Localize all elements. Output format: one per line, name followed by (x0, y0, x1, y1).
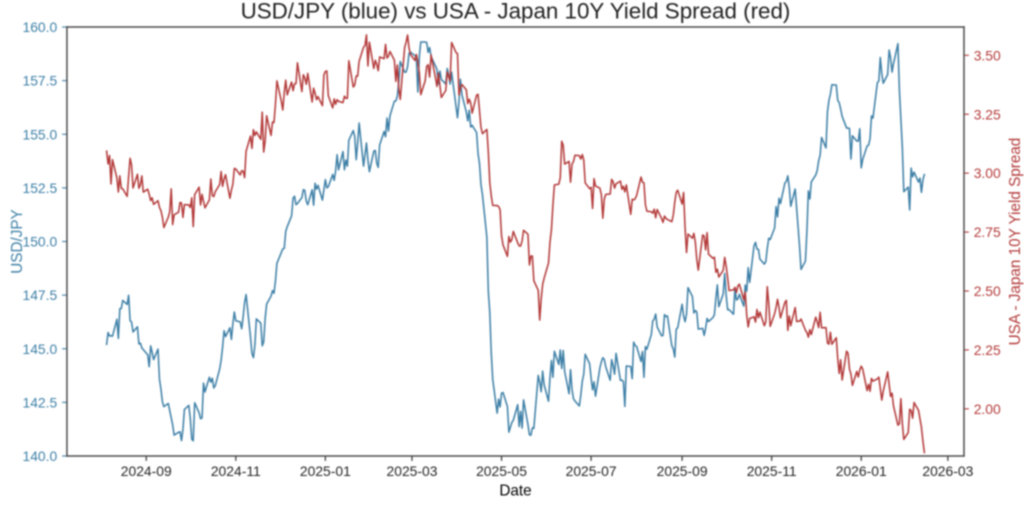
svg-text:2.75: 2.75 (974, 224, 1001, 240)
svg-text:2025-07: 2025-07 (566, 463, 617, 479)
svg-text:2025-03: 2025-03 (387, 463, 438, 479)
svg-text:142.5: 142.5 (23, 394, 58, 410)
svg-text:150.0: 150.0 (23, 234, 58, 250)
svg-text:USA - Japan 10Y Yield Spread: USA - Japan 10Y Yield Spread (1007, 138, 1024, 346)
svg-text:2025-11: 2025-11 (747, 463, 797, 479)
svg-text:2025-01: 2025-01 (300, 463, 351, 479)
svg-text:155.0: 155.0 (23, 126, 58, 142)
svg-text:2.00: 2.00 (974, 401, 1001, 417)
svg-text:2.25: 2.25 (974, 342, 1001, 358)
svg-text:160.0: 160.0 (23, 19, 58, 35)
svg-text:2026-01: 2026-01 (836, 463, 887, 479)
svg-text:3.25: 3.25 (974, 106, 1001, 122)
svg-text:2025-05: 2025-05 (476, 463, 527, 479)
svg-text:2.50: 2.50 (974, 283, 1001, 299)
svg-text:USD/JPY (blue) vs USA - Japan: USD/JPY (blue) vs USA - Japan 10Y Yield … (241, 0, 791, 24)
svg-text:Date: Date (499, 482, 531, 499)
svg-text:145.0: 145.0 (23, 341, 58, 357)
svg-text:3.50: 3.50 (974, 47, 1001, 63)
svg-text:USD/JPY: USD/JPY (9, 209, 26, 273)
svg-text:2024-11: 2024-11 (211, 463, 261, 479)
svg-text:152.5: 152.5 (23, 180, 58, 196)
svg-text:147.5: 147.5 (23, 287, 58, 303)
svg-text:2024-09: 2024-09 (121, 463, 172, 479)
svg-text:3.00: 3.00 (974, 165, 1001, 181)
svg-text:157.5: 157.5 (23, 73, 58, 89)
svg-text:140.0: 140.0 (23, 448, 58, 464)
svg-text:2026-03: 2026-03 (922, 463, 973, 479)
svg-text:2025-09: 2025-09 (657, 463, 708, 479)
